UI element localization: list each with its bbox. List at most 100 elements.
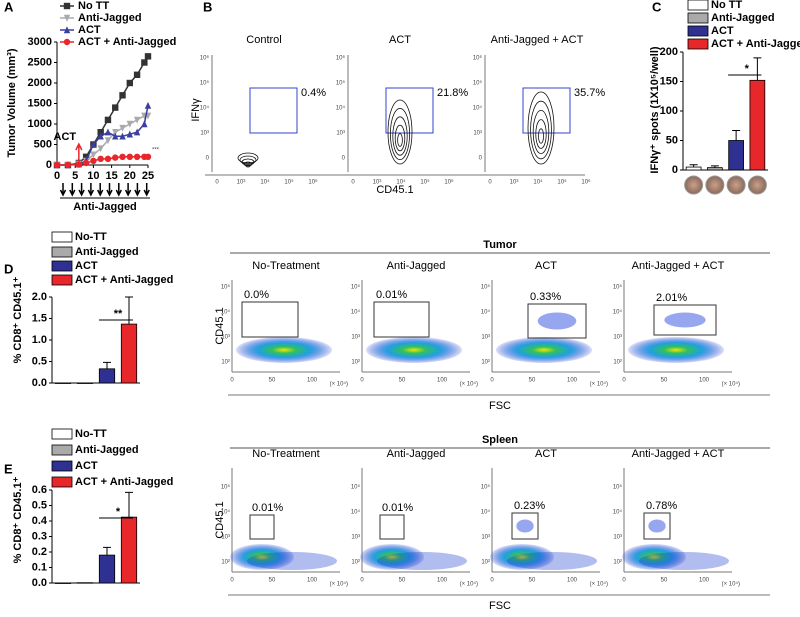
marker — [104, 116, 112, 124]
density — [236, 337, 332, 363]
y-tick-label: 10³ — [613, 335, 622, 341]
y-tick-label: 100 — [660, 105, 678, 117]
contour — [392, 116, 408, 156]
legend-label: ACT + Anti-Jagged — [78, 36, 176, 48]
x-tick-label: 50 — [661, 378, 668, 384]
gate-percent: 35.7% — [574, 87, 605, 99]
contour — [237, 152, 259, 164]
x-tick-label: 100 — [567, 378, 578, 384]
x-tick-label: 100 — [437, 578, 448, 584]
legend-label: ACT — [75, 460, 98, 472]
gate — [249, 87, 298, 134]
y-tick-label: 10² — [221, 360, 230, 366]
x-tick-label: 100 — [567, 578, 578, 584]
bar — [76, 582, 94, 584]
legend-label: ACT — [75, 260, 98, 272]
x-unit: (× 10⁴) — [722, 381, 740, 388]
legend-label: ACT + Anti-Jagged — [711, 38, 800, 50]
x-tick-label: 10 — [87, 170, 99, 182]
marker — [112, 132, 119, 140]
marker — [97, 129, 104, 136]
gate-percent: 0.78% — [646, 500, 677, 512]
marker — [104, 137, 112, 145]
y-tick-label: 0.0 — [32, 377, 47, 389]
plot-title: Anti-Jagged + ACT — [632, 260, 725, 272]
legend-swatch — [687, 25, 709, 37]
panel-letter: B — [203, 0, 212, 14]
y-tick-label: 10² — [221, 560, 230, 566]
legend-swatch — [687, 0, 709, 11]
legend-swatch — [51, 460, 73, 472]
y-tick-label: 0.0 — [32, 577, 47, 589]
x-tick-label: 0 — [488, 180, 492, 186]
marker — [119, 153, 126, 160]
legend-label: No-TT — [75, 231, 107, 243]
marker — [126, 153, 133, 160]
y-tick-label: 500 — [34, 138, 52, 150]
bar — [685, 166, 702, 171]
x-tick-label: 0 — [230, 578, 234, 584]
y-tick-label: 10³ — [481, 535, 490, 541]
x-tick-label: 10⁴ — [260, 179, 270, 186]
legend-swatch — [51, 274, 73, 286]
contour — [239, 155, 257, 165]
y-tick-label: 10² — [613, 560, 622, 566]
well-image — [684, 175, 704, 195]
marker — [144, 101, 152, 109]
legend-label: ACT — [78, 24, 101, 36]
x-tick-label: 50 — [269, 578, 276, 584]
bar — [120, 323, 138, 384]
contour — [538, 128, 545, 144]
annotation: Anti-Jagged — [73, 201, 137, 213]
gate-percent: 0.4% — [301, 87, 326, 99]
gate — [373, 301, 430, 338]
y-tick-label: 10⁴ — [481, 509, 491, 516]
x-axis-label: CD45.1 — [376, 184, 413, 196]
marker — [97, 155, 104, 163]
legend-label: ACT — [711, 25, 734, 37]
y-tick-label: 1500 — [28, 97, 52, 109]
x-tick-label: 0 — [351, 180, 355, 186]
arrow — [59, 183, 67, 197]
y-tick-label: 10⁵ — [351, 484, 361, 491]
panel-letter: E — [4, 461, 13, 476]
error-bar — [125, 491, 133, 518]
plot-title: Anti-Jagged — [387, 448, 446, 460]
y-tick-label: 10⁴ — [221, 309, 231, 316]
marker — [53, 161, 61, 169]
x-tick-label: 10⁴ — [533, 179, 543, 186]
plot-title: Anti-Jagged + ACT — [491, 34, 584, 46]
y-tick-label: 10³ — [351, 535, 360, 541]
y-tick-label: 10⁵ — [473, 80, 483, 87]
x-tick-label: 100 — [307, 378, 318, 384]
y-tick-label: 10⁵ — [221, 284, 231, 291]
contour — [535, 119, 547, 149]
y-tick-label: 10² — [351, 360, 360, 366]
marker — [126, 120, 133, 128]
legend-swatch — [51, 231, 73, 243]
error-bar — [710, 165, 719, 168]
gate-percent: 21.8% — [437, 87, 468, 99]
y-tick-label: 10⁴ — [613, 509, 623, 516]
x-unit: (× 10⁴) — [460, 381, 478, 388]
y-tick-label: 10⁵ — [613, 284, 623, 291]
contour — [387, 99, 413, 165]
x-tick-label: 10⁵ — [284, 179, 294, 186]
y-tick-label: 10⁵ — [351, 284, 361, 291]
x-tick-label: 10³ — [237, 180, 246, 186]
plot-title: ACT — [535, 260, 557, 272]
plot-title: No-Treatment — [252, 448, 319, 460]
y-tick-label: 10² — [351, 560, 360, 566]
arrow — [115, 183, 122, 197]
legend-label: Anti-Jagged — [711, 12, 775, 24]
y-axis-label: CD45.1 — [214, 501, 226, 538]
density — [366, 337, 462, 363]
marker — [119, 92, 126, 99]
x-tick-label: 0 — [622, 578, 626, 584]
y-tick-label: 0 — [342, 156, 346, 162]
error-bar — [753, 57, 762, 81]
contour — [389, 108, 410, 161]
x-tick-label: 100 — [699, 378, 710, 384]
